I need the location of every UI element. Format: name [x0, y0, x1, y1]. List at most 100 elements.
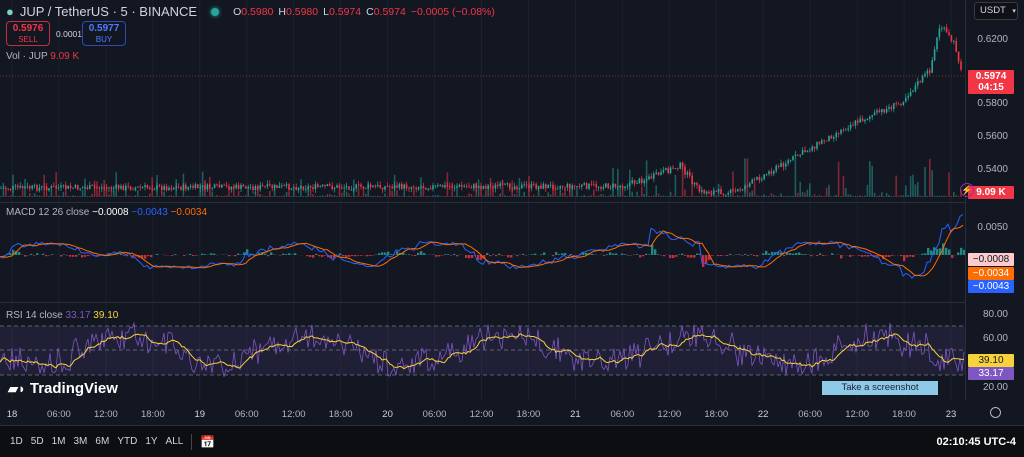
macd-histogram-bar [561, 253, 564, 255]
macd-histogram-bar [765, 250, 768, 255]
candle [513, 186, 516, 190]
macd-legend[interactable]: MACD 12 26 close −0.0008 −0.0043 −0.0034 [6, 207, 208, 218]
macd-histogram-bar [345, 255, 348, 258]
pane-separator[interactable] [0, 302, 965, 303]
candle [533, 183, 535, 185]
macd-histogram-bar [609, 252, 612, 255]
volume-bar [612, 167, 614, 197]
volume-bar [223, 195, 225, 197]
volume-bar [420, 177, 422, 197]
volume-bar [864, 195, 866, 197]
macd-histogram-bar [591, 253, 594, 255]
candle [650, 176, 653, 179]
macd-histogram-bar [690, 255, 693, 258]
volume-bar [631, 191, 633, 197]
clock[interactable]: 02:10:45 UTC-4 [936, 435, 1016, 448]
tradingview-logo[interactable]: ▰◗ TradingView [8, 380, 118, 397]
volume-bar [259, 194, 261, 197]
volume-bar [818, 194, 821, 197]
candle [497, 184, 499, 187]
volume-bar [209, 176, 211, 197]
jup-logo-icon: ● [6, 4, 14, 19]
volume-bar [509, 195, 511, 197]
lightning-icon[interactable]: ⚡ [960, 183, 974, 197]
macd-histogram-bar [108, 253, 111, 255]
candle [516, 186, 518, 190]
volume-bar [907, 195, 909, 197]
candle [660, 172, 662, 175]
time-tick: 12:00 [281, 409, 306, 420]
range-1y[interactable]: 1Y [145, 436, 158, 447]
candle [804, 149, 806, 152]
volume-bar [643, 194, 645, 197]
range-ytd[interactable]: YTD [117, 436, 138, 447]
candle [883, 109, 885, 113]
macd-histogram-bar [822, 255, 825, 256]
volume-bar [537, 187, 540, 197]
pane-separator[interactable] [0, 202, 965, 203]
volume-bar [549, 194, 552, 197]
candle [749, 183, 751, 187]
volume-bar [677, 195, 679, 197]
currency-select[interactable]: USDT ▾ [974, 2, 1018, 20]
macd-histogram-bar [123, 255, 126, 256]
macd-histogram-bar [558, 254, 561, 255]
volume-bar [633, 196, 636, 197]
rsi-legend[interactable]: RSI 14 close 33.17 39.10 [6, 310, 119, 321]
sell-button[interactable]: 0.5976 SELL [6, 21, 50, 46]
macd-histogram-bar [51, 254, 54, 255]
candle [806, 150, 809, 152]
macd-histogram-bar [24, 255, 27, 257]
volume-bar [101, 195, 103, 197]
volume-bar [463, 195, 465, 197]
buy-button[interactable]: 0.5977 BUY [82, 21, 126, 46]
candle [144, 185, 146, 187]
go-to-date-icon[interactable]: 📅 [200, 434, 216, 449]
candle [89, 185, 91, 190]
candle [221, 184, 223, 188]
volume-bar [314, 195, 317, 197]
volume-bar [653, 195, 655, 197]
range-6m[interactable]: 6M [95, 436, 110, 447]
range-1m[interactable]: 1M [51, 436, 66, 447]
volume-bar [257, 188, 259, 197]
macd-histogram-bar [861, 255, 864, 257]
volume-bar [669, 191, 672, 197]
volume-legend[interactable]: Vol · JUP 9.09 K [6, 51, 80, 62]
candle [938, 28, 941, 38]
volume-tag: 9.09 K [968, 186, 1014, 199]
macd-histogram-bar [441, 255, 444, 256]
volume-bar [825, 187, 828, 197]
candle [953, 40, 955, 42]
chart-canvas[interactable] [0, 0, 965, 400]
macd-histogram-bar [864, 255, 867, 257]
volume-bar [350, 195, 353, 197]
range-all[interactable]: ALL [165, 436, 184, 447]
candle [816, 142, 818, 149]
volume-bar [266, 195, 269, 197]
volume-bar [161, 191, 163, 197]
range-1d[interactable]: 1D [10, 436, 23, 447]
candle [60, 185, 62, 188]
candle [825, 140, 828, 142]
settings-icon[interactable] [990, 407, 1001, 418]
volume-bar [605, 195, 607, 197]
symbol-title[interactable]: JUP / TetherUS · 5 · BINANCE [19, 4, 198, 19]
range-5d[interactable]: 5D [30, 436, 44, 447]
candle [235, 184, 237, 188]
price-axis[interactable] [965, 0, 1024, 400]
macd-histogram-bar [885, 255, 888, 258]
volume-bar [917, 182, 919, 197]
range-3m[interactable]: 3M [73, 436, 88, 447]
time-tick: 06:00 [610, 409, 635, 420]
volume-bar [696, 196, 698, 197]
candle [439, 184, 441, 186]
candle [948, 32, 950, 36]
candle [801, 149, 804, 155]
macd-histogram-bar [45, 255, 48, 257]
volume-bar [717, 183, 720, 197]
volume-bar [698, 195, 701, 197]
volume-bar [425, 196, 427, 197]
candle [638, 178, 641, 184]
candle [463, 186, 465, 187]
